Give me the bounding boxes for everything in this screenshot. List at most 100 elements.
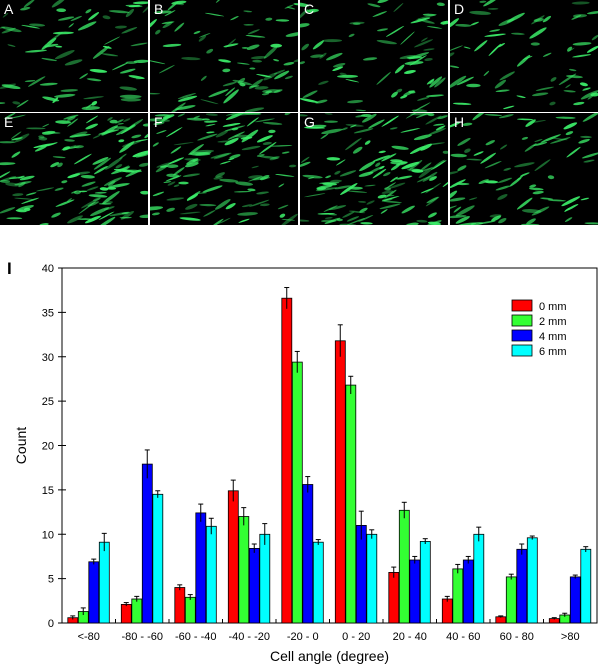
cell: [359, 207, 368, 213]
cell: [324, 113, 333, 115]
cell: [566, 146, 581, 158]
bar: [205, 525, 217, 624]
cell: [362, 113, 377, 123]
micrograph-panel-f: F: [150, 113, 298, 225]
cell: [563, 90, 576, 93]
y-tick-label: 40: [42, 263, 54, 275]
cell: [573, 101, 585, 106]
cell: [396, 88, 403, 93]
cell: [102, 201, 113, 205]
cell: [581, 152, 598, 159]
cell: [222, 81, 237, 87]
cell: [450, 122, 461, 128]
cell: [534, 138, 543, 143]
cell: [177, 113, 186, 117]
cell: [24, 79, 36, 83]
cell: [386, 25, 405, 37]
cell: [310, 54, 324, 58]
cell: [587, 10, 598, 15]
cell: [429, 76, 443, 88]
cell: [579, 82, 588, 87]
cell: [521, 136, 529, 140]
cell: [498, 217, 507, 224]
cell: [162, 43, 182, 47]
cell: [52, 31, 74, 35]
cell: [318, 80, 329, 85]
cell: [450, 18, 459, 29]
cell: [401, 205, 415, 214]
cell: [391, 145, 409, 150]
cell: [503, 167, 511, 171]
cell: [366, 200, 375, 205]
cell: [151, 212, 160, 216]
cell: [17, 205, 34, 211]
cell: [529, 184, 537, 188]
cell: [6, 114, 26, 120]
cell: [409, 55, 427, 66]
cell: [67, 116, 76, 121]
cell: [121, 123, 136, 135]
cell: [497, 43, 505, 48]
cell: [226, 113, 241, 116]
cell: [534, 159, 551, 171]
cell: [347, 190, 368, 193]
cell: [166, 127, 183, 138]
cell: [135, 77, 145, 80]
cell: [530, 42, 540, 46]
cell: [119, 141, 135, 153]
cell: [480, 152, 497, 164]
cell: [117, 122, 124, 125]
cell: [205, 113, 218, 116]
cell: [92, 157, 109, 165]
cell-image: [0, 0, 148, 111]
x-tick-label: -40 - -20: [228, 631, 270, 643]
cell: [547, 199, 566, 202]
cell: [243, 23, 254, 26]
cell: [332, 63, 346, 68]
cell: [248, 79, 264, 89]
cell: [542, 52, 552, 57]
cell: [77, 218, 93, 220]
cell: [420, 188, 434, 194]
bar: [355, 524, 367, 624]
cell: [213, 153, 230, 160]
cell: [229, 154, 241, 159]
cell: [227, 131, 245, 140]
cell: [222, 68, 231, 73]
cell: [531, 206, 550, 216]
cell: [479, 0, 487, 3]
cell: [25, 192, 37, 196]
bar: [462, 559, 474, 624]
cell: [152, 142, 159, 147]
cell: [81, 198, 101, 209]
cell: [355, 109, 366, 112]
cell: [580, 90, 598, 100]
cell: [380, 209, 388, 214]
cell: [73, 145, 84, 149]
cell: [243, 10, 253, 13]
cell: [549, 101, 556, 106]
cell: [376, 28, 389, 32]
cell: [11, 151, 21, 158]
cell: [152, 191, 165, 197]
cell: [376, 71, 391, 85]
cell: [470, 21, 479, 26]
cell: [254, 86, 269, 90]
micrograph-panels: A B C D E F G H: [0, 0, 600, 226]
cell: [115, 119, 124, 124]
y-tick-label: 10: [42, 529, 54, 541]
cell: [580, 197, 590, 201]
cell: [322, 39, 343, 43]
cell: [85, 115, 99, 124]
cell: [497, 193, 508, 201]
chart-panel-label: I: [7, 259, 12, 278]
cell: [256, 73, 272, 78]
cell: [457, 165, 467, 171]
cell: [102, 15, 111, 20]
cell: [98, 203, 112, 205]
cell: [284, 4, 294, 9]
cell: [466, 83, 481, 88]
cell: [154, 10, 172, 14]
cell: [301, 43, 310, 51]
cell: [92, 197, 101, 202]
